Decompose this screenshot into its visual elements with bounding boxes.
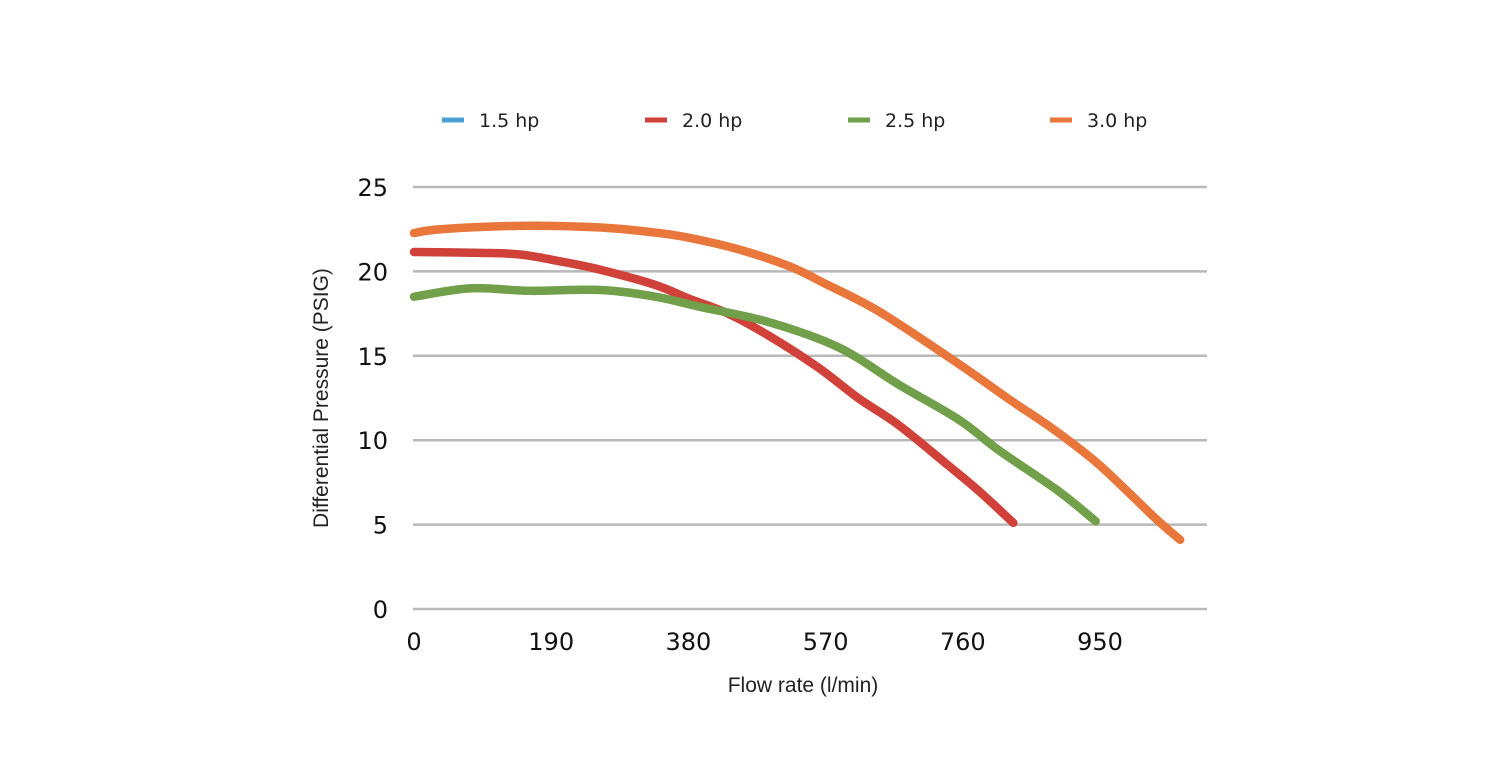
x-tick-label: 0 bbox=[406, 628, 421, 656]
x-tick-label: 190 bbox=[528, 628, 574, 656]
y-tick-label: 20 bbox=[357, 258, 388, 286]
legend-label: 1.5 hp bbox=[479, 110, 539, 132]
y-tick-label: 15 bbox=[357, 343, 388, 371]
y-axis-title: Differential Pressure (PSIG) bbox=[310, 268, 333, 528]
series-line-2-5-hp bbox=[409, 283, 1100, 526]
x-tick-label: 760 bbox=[940, 628, 986, 656]
legend: 1.5 hp 2.0 hp 2.5 hp 3.0 hp bbox=[442, 110, 1147, 132]
legend-label: 2.5 hp bbox=[885, 110, 945, 132]
x-axis-title: Flow rate (l/min) bbox=[728, 674, 879, 697]
y-axis-ticks: 0 5 10 15 20 25 bbox=[357, 174, 388, 624]
y-tick-label: 10 bbox=[357, 427, 388, 455]
y-tick-label: 25 bbox=[357, 174, 388, 202]
gridlines bbox=[413, 185, 1207, 611]
y-tick-label: 0 bbox=[373, 596, 388, 624]
legend-label: 2.0 hp bbox=[682, 110, 742, 132]
series-lines bbox=[409, 221, 1185, 545]
y-tick-label: 5 bbox=[373, 512, 388, 540]
x-tick-label: 950 bbox=[1077, 628, 1123, 656]
x-tick-label: 380 bbox=[665, 628, 711, 656]
x-axis-ticks: 0 190 380 570 760 950 bbox=[406, 628, 1123, 656]
x-tick-label: 570 bbox=[803, 628, 849, 656]
series-line-3-0-hp bbox=[409, 221, 1185, 545]
legend-label: 3.0 hp bbox=[1087, 110, 1147, 132]
